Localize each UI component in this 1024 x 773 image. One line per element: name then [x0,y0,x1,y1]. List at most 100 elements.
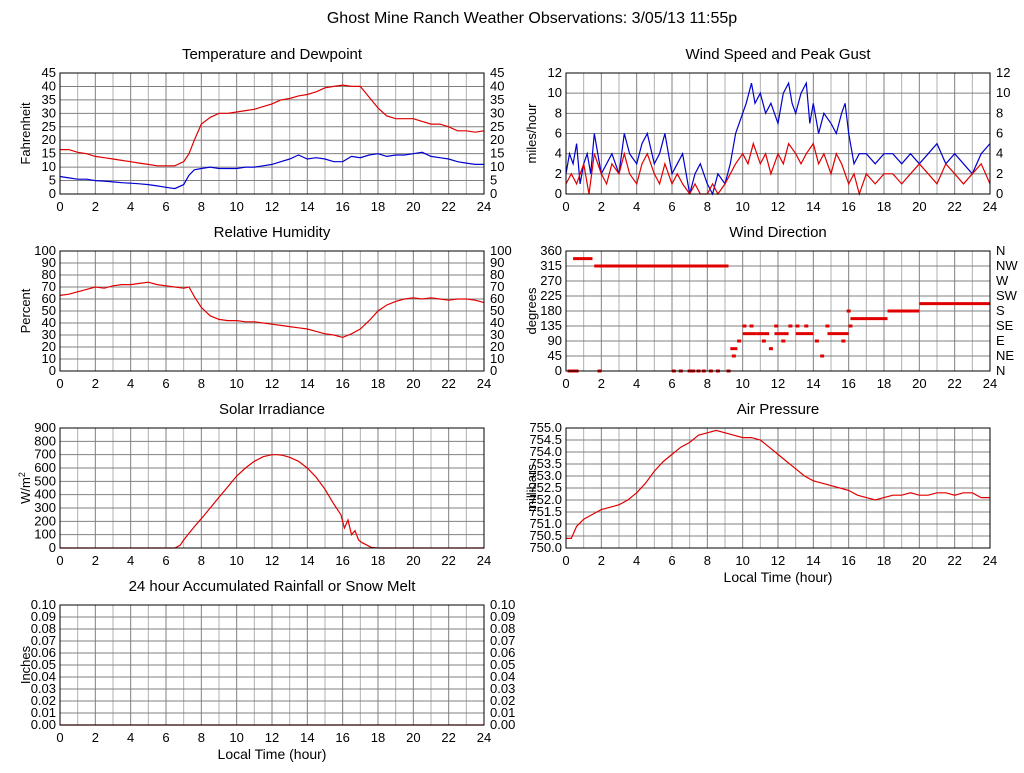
y-tick-label: 500 [34,473,56,488]
x-tick-label: 16 [335,376,349,391]
y-tick-label: 360 [540,243,562,258]
y-tick-label: 0.01 [31,705,56,720]
direction-point [848,324,853,328]
y-tick-label: 8 [555,105,562,120]
x-tick-label: 22 [441,376,455,391]
x-tick-label: 2 [598,376,605,391]
series-line-temp-0 [60,84,485,167]
y-tick-label: 25 [42,119,56,134]
y-tick-label: 6 [555,126,562,141]
x-tick-label: 12 [265,553,279,568]
x-tick-label: 20 [406,199,420,214]
x-axis-label: Local Time (hour) [724,569,833,585]
y-tick-label: 10 [548,85,562,100]
y-tick-label: 45 [548,348,562,363]
y-tick-label: 225 [540,288,562,303]
x-tick-label: 6 [162,376,169,391]
y-tick-label: 10 [42,351,56,366]
x-tick-label: 8 [198,199,205,214]
x-tick-label: 16 [841,199,855,214]
x-tick-label: 6 [668,553,675,568]
x-tick-label: 20 [406,730,420,745]
direction-point [742,324,747,328]
y-tick-label: 30 [42,327,56,342]
x-tick-label: 18 [877,199,891,214]
y-tick-label: 0.08 [31,621,56,636]
x-tick-label: 10 [229,730,243,745]
y-tick-label: 90 [548,333,562,348]
y-tick-label: 0.10 [31,597,56,612]
y-tick-label-right: 30 [490,105,504,120]
direction-point [788,324,793,328]
x-tick-label: 0 [562,376,569,391]
direction-point [804,324,809,328]
x-tick-label: 18 [877,553,891,568]
y-tick-label-right: 10 [490,351,504,366]
x-tick-label: 14 [806,553,820,568]
y-tick-label: 0 [49,363,56,378]
direction-point [749,324,754,328]
y-tick-label-right: 20 [490,339,504,354]
x-tick-label: 24 [983,199,997,214]
x-tick-label: 0 [562,553,569,568]
y-axis-label-superscript: 2 [17,472,27,477]
x-tick-label: 24 [477,553,491,568]
chart-title: Wind Speed and Peak Gust [685,46,871,63]
y-tick-label-right: SE [996,318,1014,333]
y-axis-label: millibars [524,464,539,512]
y-tick-label-right: 0 [996,186,1003,201]
y-tick-label: 50 [42,303,56,318]
x-tick-label: 6 [668,376,675,391]
y-tick-label-right: 0 [490,363,497,378]
x-tick-label: 8 [198,376,205,391]
x-tick-label: 0 [56,730,63,745]
y-axis-label: miles/hour [524,103,539,164]
x-tick-label: 22 [441,730,455,745]
y-tick-label-right: 10 [490,159,504,174]
y-tick-label: 135 [540,318,562,333]
x-tick-label: 14 [300,730,314,745]
y-tick-label: 751.0 [529,516,562,531]
x-tick-label: 16 [841,553,855,568]
y-tick-label-right: 0.04 [490,669,515,684]
x-tick-label: 24 [983,376,997,391]
direction-point [825,324,830,328]
x-tick-label: 22 [441,553,455,568]
y-tick-label-right: 30 [490,327,504,342]
y-axis-label: Percent [18,288,33,333]
y-tick-label-right: 0.07 [490,633,515,648]
direction-point [768,347,773,351]
x-tick-label: 14 [300,553,314,568]
x-tick-label: 18 [877,376,891,391]
y-tick-label: 0 [49,540,56,555]
y-tick-label: 600 [34,460,56,475]
x-tick-label: 16 [335,730,349,745]
direction-point [846,309,851,313]
direction-point [774,324,779,328]
y-tick-label: 750.5 [529,528,562,543]
x-tick-label: 18 [371,553,385,568]
series-line-humidity-0 [59,281,485,339]
y-tick-label-right: 25 [490,119,504,134]
y-tick-label-right: SW [996,288,1018,303]
y-tick-label-right: 0.01 [490,705,515,720]
x-tick-label: 10 [229,553,243,568]
x-tick-label: 16 [335,553,349,568]
x-tick-label: 10 [735,376,749,391]
y-tick-label: 0.07 [31,633,56,648]
y-tick-label-right: 60 [490,291,504,306]
direction-point [737,339,742,343]
y-tick-label: 315 [540,258,562,273]
y-axis-label: Fahrenheit [18,102,33,165]
x-tick-label: 20 [912,553,926,568]
x-tick-label: 22 [947,376,961,391]
direction-point [820,354,825,358]
y-tick-label-right: NW [996,258,1018,273]
y-tick-label: 40 [42,78,56,93]
